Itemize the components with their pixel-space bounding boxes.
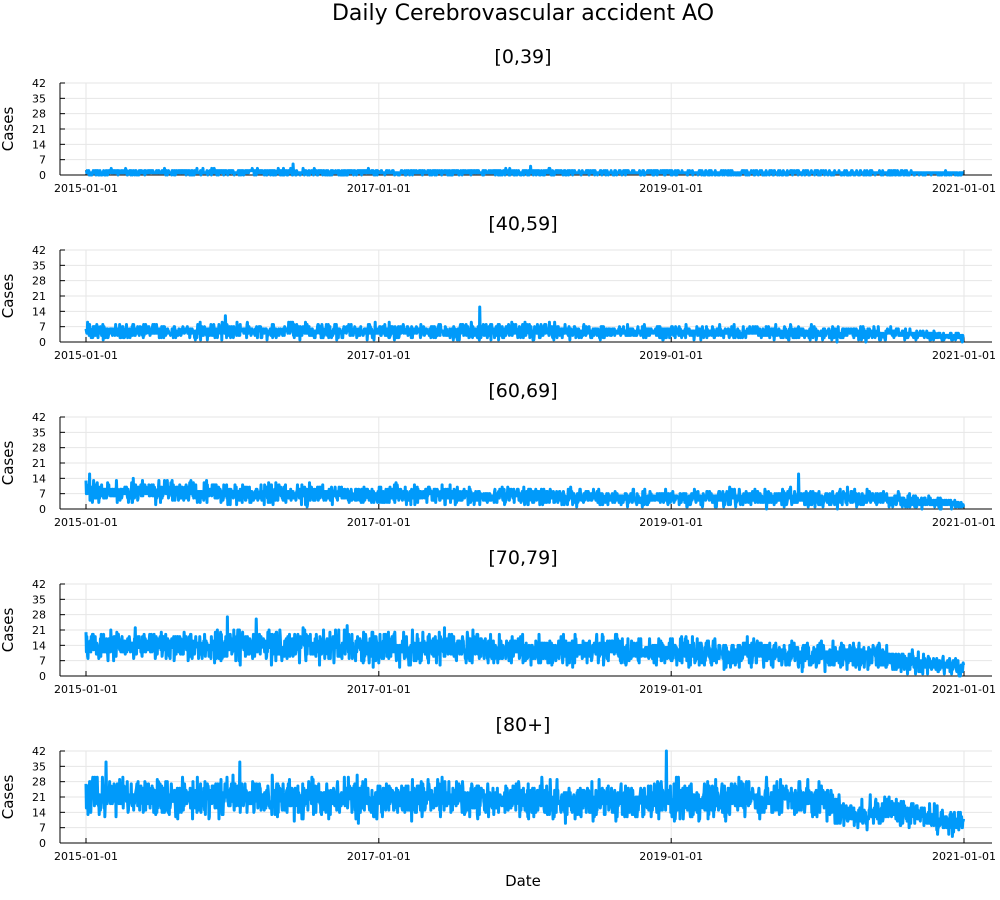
y-tick-label: 28	[32, 609, 46, 622]
y-tick-label: 0	[39, 670, 46, 683]
y-axis-label: Cases	[0, 608, 17, 653]
y-tick-label: 21	[32, 290, 46, 303]
series-line	[84, 615, 966, 678]
x-tick-label: 2021-01-01	[932, 349, 996, 362]
x-tick-label: 2015-01-01	[54, 850, 118, 863]
y-axis-label: Cases	[0, 274, 17, 319]
y-tick-label: 0	[39, 503, 46, 516]
y-tick-label: 14	[32, 138, 46, 151]
x-tick-label: 2015-01-01	[54, 683, 118, 696]
panel-title: [0,39]	[494, 46, 551, 68]
panel-0: [0,39] 0 7 14 21 28 35 42 2015-01-01 2017-01-01 20…	[0, 46, 996, 195]
panel-4: [80+] 0 7 14 21 28 35 42 2015-01-01 2017-01-01 201…	[0, 714, 996, 863]
y-tick-label: 14	[32, 472, 46, 485]
y-tick-label: 35	[32, 426, 46, 439]
y-tick-label: 28	[32, 108, 46, 121]
y-tick-label: 35	[32, 760, 46, 773]
series-line	[84, 305, 965, 344]
x-tick-label: 2021-01-01	[932, 850, 996, 863]
y-tick-label: 21	[32, 624, 46, 637]
series-line	[84, 472, 966, 511]
y-tick-label: 0	[39, 837, 46, 850]
x-tick-label: 2017-01-01	[347, 850, 411, 863]
x-tick-label: 2015-01-01	[54, 516, 118, 529]
panel-title: [70,79]	[488, 547, 557, 569]
x-axis-label: Date	[505, 872, 541, 890]
y-tick-label: 14	[32, 639, 46, 652]
y-tick-label: 42	[32, 411, 46, 424]
series-line	[84, 749, 966, 838]
x-tick-label: 2017-01-01	[347, 516, 411, 529]
y-tick-label: 14	[32, 806, 46, 819]
y-tick-label: 7	[39, 488, 46, 501]
x-tick-label: 2019-01-01	[639, 182, 703, 195]
x-tick-label: 2019-01-01	[639, 683, 703, 696]
y-axis-label: Cases	[0, 107, 17, 152]
y-tick-label: 0	[39, 169, 46, 182]
x-tick-label: 2017-01-01	[347, 349, 411, 362]
x-tick-label: 2021-01-01	[932, 683, 996, 696]
y-tick-label: 35	[32, 259, 46, 272]
y-tick-label: 7	[39, 655, 46, 668]
x-tick-label: 2017-01-01	[347, 683, 411, 696]
y-tick-label: 14	[32, 305, 46, 318]
y-tick-label: 21	[32, 457, 46, 470]
y-tick-label: 42	[32, 77, 46, 90]
y-tick-label: 35	[32, 593, 46, 606]
y-tick-label: 7	[39, 822, 46, 835]
x-tick-label: 2021-01-01	[932, 516, 996, 529]
y-tick-label: 42	[32, 745, 46, 758]
panel-title: [60,69]	[488, 380, 557, 402]
y-tick-label: 0	[39, 336, 46, 349]
x-tick-label: 2017-01-01	[347, 182, 411, 195]
y-tick-label: 42	[32, 578, 46, 591]
y-tick-label: 7	[39, 154, 46, 167]
panel-title: [80+]	[496, 714, 551, 736]
y-axis-label: Cases	[0, 775, 17, 820]
chart-title: Daily Cerebrovascular accident AO	[331, 1, 715, 26]
x-tick-label: 2015-01-01	[54, 182, 118, 195]
series-line	[84, 162, 965, 177]
panel-title: [40,59]	[488, 213, 557, 235]
y-tick-label: 28	[32, 275, 46, 288]
panel-1: [40,59] 0 7 14 21 28 35 42 2015-01-01 2017-01-01 2…	[0, 213, 996, 362]
x-tick-label: 2021-01-01	[932, 182, 996, 195]
y-tick-label: 28	[32, 442, 46, 455]
x-tick-label: 2019-01-01	[639, 349, 703, 362]
panel-2: [60,69] 0 7 14 21 28 35 42 2015-01-01 2017-01-01 2…	[0, 380, 996, 529]
x-tick-label: 2019-01-01	[639, 516, 703, 529]
y-tick-label: 42	[32, 244, 46, 257]
panel-3: [70,79] 0 7 14 21 28 35 42 2015-01-01 2017-01-01 2…	[0, 547, 996, 696]
y-axis-label: Cases	[0, 441, 17, 486]
y-tick-label: 21	[32, 791, 46, 804]
y-tick-label: 28	[32, 776, 46, 789]
y-tick-label: 35	[32, 92, 46, 105]
y-tick-label: 21	[32, 123, 46, 136]
x-tick-label: 2015-01-01	[54, 349, 118, 362]
x-tick-label: 2019-01-01	[639, 850, 703, 863]
y-tick-label: 7	[39, 321, 46, 334]
